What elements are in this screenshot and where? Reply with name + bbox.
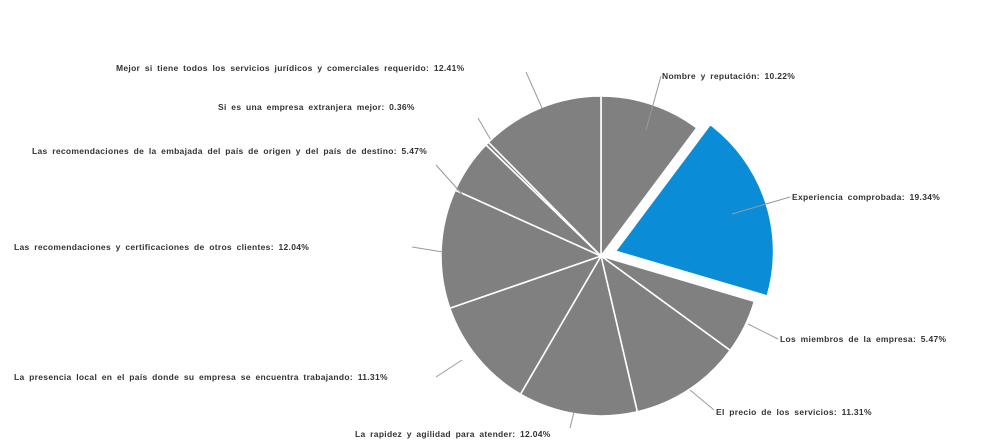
leader-line (525, 71, 543, 109)
pie-slice (599, 254, 732, 413)
leader-line (689, 389, 715, 411)
label-presencia-local: La presencia local en el país donde su e… (14, 372, 388, 382)
label-nombre-reputacion: Nombre y reputación: 10.22% (662, 71, 796, 81)
pie-slice (519, 253, 639, 417)
label-experiencia-comprobada: Experiencia comprobada: 19.34% (792, 192, 941, 202)
label-text: Los miembros de la empresa (780, 334, 913, 344)
label-recomendaciones-embajada: Las recomendaciones de la embajada del p… (32, 146, 428, 156)
pie-slice (448, 254, 603, 396)
leader-line (435, 164, 463, 195)
label-rapidez-agilidad: La rapidez y agilidad para atender: 12.0… (355, 429, 551, 439)
label-text: La rapidez y agilidad para atender (355, 429, 513, 439)
leader-line (569, 411, 575, 429)
label-value: 12.04% (278, 242, 310, 252)
label-text: El precio de los servicios (716, 407, 834, 417)
label-value: 5.47% (920, 334, 947, 344)
leader-line (435, 359, 463, 378)
label-value: 11.31% (357, 372, 388, 382)
pie-slice (487, 95, 602, 258)
label-value: 0.36% (389, 102, 415, 112)
leader-line (747, 323, 779, 340)
label-value: 12.41% (433, 63, 465, 73)
leader-line (411, 246, 444, 253)
label-miembros-empresa: Los miembros de la empresa: 5.47% (780, 334, 947, 344)
label-text: Si es una empresa extranjera mejor (218, 102, 382, 112)
leader-line (731, 196, 791, 215)
label-empresa-extranjera: Si es una empresa extranjera mejor: 0.36… (218, 102, 415, 112)
label-value: 10.22% (764, 71, 796, 81)
pie-slice (600, 95, 698, 259)
label-text: Las recomendaciones de la embajada del p… (32, 146, 394, 156)
label-value: 5.47% (401, 146, 428, 156)
label-text: Las recomendaciones y certificaciones de… (14, 242, 271, 252)
label-servicios-juridicos: Mejor si tiene todos los servicios juríd… (116, 63, 465, 73)
label-recomendaciones-clientes: Las recomendaciones y certificaciones de… (14, 242, 310, 252)
label-text: Nombre y reputación (662, 71, 757, 81)
label-precio-servicios: El precio de los servicios: 11.31% (716, 407, 872, 417)
leader-line (477, 117, 493, 143)
pie-slice (440, 189, 604, 310)
label-value: 19.34% (909, 192, 941, 202)
label-value: 11.31% (841, 407, 872, 417)
label-value: 12.04% (519, 429, 551, 439)
pie-slice (611, 121, 776, 299)
label-text: Experiencia comprobada (792, 192, 902, 202)
label-text: Mejor si tiene todos los servicios juríd… (116, 63, 427, 73)
label-text: La presencia local en el país donde su e… (14, 372, 350, 382)
leader-line (645, 75, 662, 131)
